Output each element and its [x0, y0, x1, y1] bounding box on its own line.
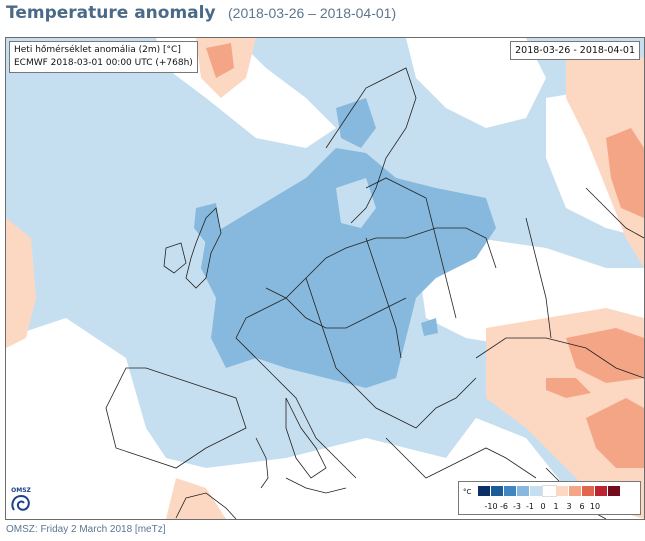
legend-swatch [504, 486, 517, 496]
legend-swatch [517, 486, 530, 496]
legend-tick-label: 0 [540, 502, 546, 511]
omsz-logo: OMSZ [8, 484, 34, 514]
legend-tick-label: 10 [589, 502, 601, 511]
legend-tick-label: -1 [526, 502, 534, 511]
map-info-box: Heti hőmérséklet anomália (2m) [°C] ECMW… [9, 41, 198, 73]
legend-swatches [478, 485, 621, 497]
legend-swatch [530, 486, 543, 496]
legend-swatch [491, 486, 504, 496]
map-canvas [6, 38, 644, 519]
legend-unit: °C [463, 488, 472, 496]
legend-tick-label: 6 [579, 502, 585, 511]
period-box: 2018-03-26 - 2018-04-01 [510, 41, 640, 60]
footer-credit: OMSZ: Friday 2 March 2018 [meTz] [6, 524, 166, 535]
legend-swatch [608, 486, 621, 496]
omsz-logo-icon: OMSZ [8, 484, 34, 514]
legend-swatch [542, 485, 557, 497]
date-range: (2018-03-26 – 2018-04-01) [228, 5, 397, 21]
svg-text:OMSZ: OMSZ [11, 487, 31, 494]
color-legend: °C -10 -6 -3 -1 0 1 3 6 10 [458, 481, 641, 515]
legend-tick-label: -3 [513, 502, 521, 511]
legend-tick-label: -10 [484, 502, 498, 511]
legend-swatch [595, 486, 608, 496]
legend-swatch [556, 486, 569, 496]
legend-swatch [582, 486, 595, 496]
legend-swatch [569, 486, 582, 496]
map-info-line1: Heti hőmérséklet anomália (2m) [°C] [14, 45, 181, 55]
map-info-line2: ECMWF 2018-03-01 00:00 UTC (+768h) [14, 58, 193, 68]
page-title: Temperature anomaly [6, 3, 216, 23]
header: Temperature anomaly (2018-03-26 – 2018-0… [6, 3, 396, 27]
anomaly-map: Heti hőmérséklet anomália (2m) [°C] ECMW… [5, 37, 645, 520]
legend-tick-label: 3 [566, 502, 572, 511]
legend-swatch [478, 486, 491, 496]
legend-tick-label: -6 [500, 502, 508, 511]
legend-tick-label: 1 [553, 502, 559, 511]
